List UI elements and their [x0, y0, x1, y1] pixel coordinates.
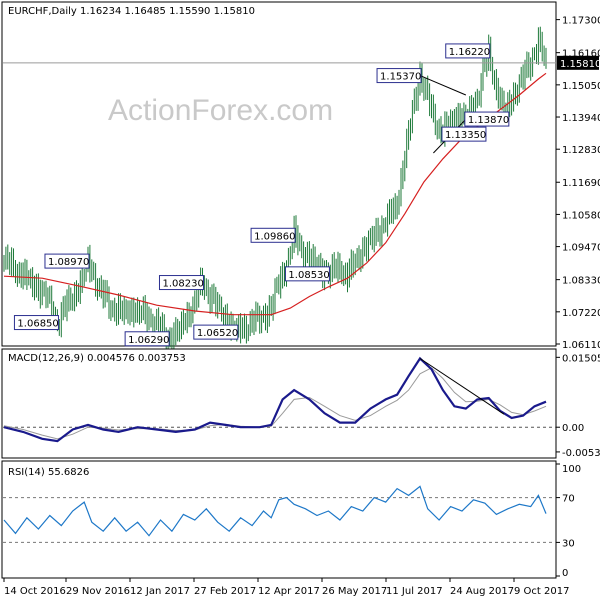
price-annotation-box — [44, 253, 90, 269]
price-annotation-box — [441, 126, 487, 142]
price-annotation-box — [284, 266, 330, 282]
price-annotation-label: 1.08530 — [288, 270, 329, 281]
time-tick-label: 29 Nov 2016 — [66, 586, 130, 597]
time-tick-label: 11 Jul 2017 — [386, 586, 443, 597]
price-annotation-label: 1.13350 — [445, 130, 486, 141]
price-annotation-label: 1.09860 — [254, 231, 295, 242]
price-tick-label: 1.06110 — [562, 340, 600, 351]
price-tick-label: 1.11690 — [562, 178, 600, 189]
time-tick-label: 9 Oct 2017 — [514, 586, 569, 597]
price-annotation-box — [158, 275, 204, 291]
rsi-tick-label: 30 — [562, 538, 575, 549]
watermark: ActionForex.com — [108, 94, 333, 127]
time-tick-label: 26 May 2017 — [322, 586, 387, 597]
price-tick-label: 1.08330 — [562, 276, 600, 287]
price-tick-label: 1.17300 — [562, 16, 600, 27]
time-axis: 14 Oct 2016 29 Nov 2016 12 Jan 2017 27 Feb … — [3, 578, 569, 597]
rsi-line — [3, 485, 547, 537]
rsi-title: RSI(14) 55.6826 — [8, 467, 89, 478]
price-annotation-box — [445, 43, 491, 59]
watermark-text: ActionForex.com — [108, 94, 333, 127]
price-annotation-label: 1.06520 — [197, 328, 238, 339]
price-tick-label: 1.13940 — [562, 113, 600, 124]
price-tick-label: 1.07220 — [562, 308, 600, 319]
last-price-tag — [557, 55, 599, 70]
price-tick-label: 1.16160 — [562, 49, 600, 60]
macd-y-axis: 0.015052 0.00 -0.005321 — [556, 353, 600, 459]
price-trendline — [419, 75, 467, 96]
price-annotation-box — [464, 111, 510, 127]
macd-lines — [3, 356, 547, 443]
rsi-panel — [1, 460, 557, 579]
symbol-header: EURCHF,Daily 1.16234 1.16485 1.15590 1.1… — [8, 6, 255, 17]
time-tick-label: 12 Jan 2017 — [130, 586, 190, 597]
price-annotation-label: 1.15370 — [380, 72, 421, 83]
price-annotation-box — [376, 68, 422, 84]
time-tick-label: 14 Oct 2016 — [4, 586, 66, 597]
price-tick-label: 1.15050 — [562, 81, 600, 92]
macd-tick-label: 0.00 — [562, 423, 584, 434]
rsi-tick-label: 70 — [562, 494, 575, 505]
price-annotation-label: 1.13870 — [468, 115, 509, 126]
rsi-tick-label: 100 — [562, 464, 581, 475]
price-tick-label: 1.10580 — [562, 210, 600, 221]
price-annotations: 1.08970 1.06850 1.06290 1.08230 1.06520 1.098… — [13, 43, 510, 347]
price-y-axis: 1.17300 1.16160 1.15050 1.13940 1.12830 1.116… — [556, 16, 600, 351]
rsi-lines — [3, 485, 547, 537]
macd-tick-label: 0.015052 — [562, 353, 600, 364]
price-tick-label: 1.09470 — [562, 243, 600, 254]
price-tick-label: 1.12830 — [562, 145, 600, 156]
price-annotation-label: 1.08230 — [162, 279, 203, 290]
rsi-gridlines — [3, 497, 556, 543]
macd-tick-label: -0.005321 — [562, 448, 600, 459]
price-annotation-box — [250, 227, 296, 243]
price-annotation-box — [124, 331, 170, 347]
time-tick-label: 24 Aug 2017 — [450, 586, 514, 597]
macd-main-line — [3, 356, 547, 443]
last-price-label: 1.15810 — [560, 59, 600, 70]
time-tick-label: 27 Feb 2017 — [194, 586, 256, 597]
rsi-y-axis: 100 70 30 0 — [556, 463, 581, 579]
price-annotation-label: 1.06850 — [17, 319, 58, 330]
macd-panel — [1, 348, 557, 459]
rsi-tick-label: 0 — [562, 568, 568, 579]
price-annotation-label: 1.08970 — [48, 257, 89, 268]
time-tick-label: 12 Apr 2017 — [258, 586, 320, 597]
price-annotation-label: 1.16220 — [449, 47, 490, 58]
price-annotation-box — [13, 315, 59, 331]
price-annotation-box — [193, 324, 239, 340]
price-annotation-label: 1.06290 — [128, 335, 169, 346]
macd-title: MACD(12,26,9) 0.004576 0.003753 — [8, 353, 186, 364]
macd-trendline — [419, 358, 505, 415]
